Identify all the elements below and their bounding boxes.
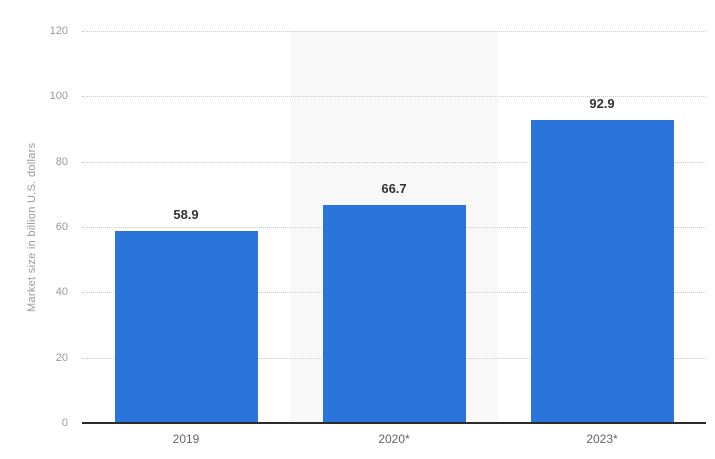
x-category-label: 2023* <box>586 432 618 446</box>
x-category-label: 2019 <box>172 432 200 446</box>
y-tick-label: 80 <box>55 155 68 168</box>
x-category-label: 2020* <box>378 432 410 446</box>
y-tick-label: 40 <box>55 286 68 299</box>
y-tick-label: 60 <box>55 221 68 233</box>
y-tick-label: 20 <box>55 351 68 364</box>
bar-2019[interactable] <box>114 230 258 423</box>
y-tick-label: 100 <box>49 90 68 103</box>
value-label: 92.9 <box>589 95 615 111</box>
value-label: 66.7 <box>381 181 407 197</box>
y-gridline <box>82 31 706 32</box>
bar-2020[interactable] <box>322 205 466 423</box>
x-axis-line <box>82 422 706 424</box>
value-label: 58.9 <box>173 206 199 222</box>
bar-2023[interactable] <box>530 119 674 423</box>
y-gridline <box>82 96 706 98</box>
y-tick-label: 120 <box>49 25 68 37</box>
y-tick-label: 0 <box>61 417 68 429</box>
y-gridline <box>82 161 706 163</box>
